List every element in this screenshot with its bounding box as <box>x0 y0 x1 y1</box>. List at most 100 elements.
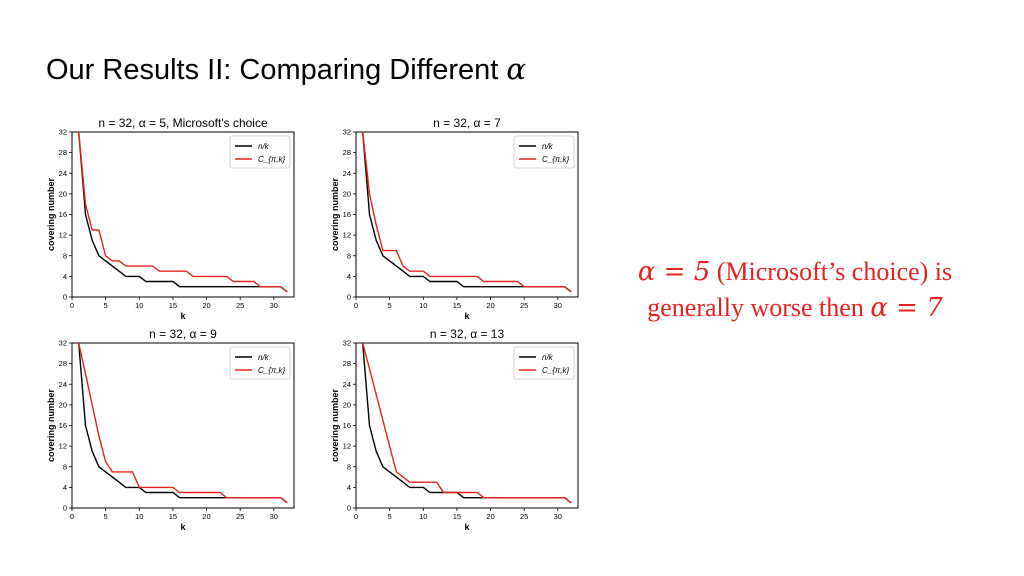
x-tick-label: 5 <box>388 301 392 310</box>
y-tick-label: 4 <box>347 483 351 492</box>
chart-title: n = 32, α = 9 <box>149 327 217 341</box>
x-tick-label: 25 <box>236 301 244 310</box>
note-text-2: generally worse then <box>647 293 871 322</box>
chart-panel-alpha-7: n = 32, α = 7 0 4 8 12 16 20 24 28 32 0 5 10 15 20 25 30… <box>324 112 624 322</box>
x-tick-label: 25 <box>520 512 528 521</box>
legend-label: n/k <box>542 142 554 151</box>
x-tick-label: 30 <box>554 512 562 521</box>
y-tick-label: 32 <box>343 339 351 348</box>
chart-svg: n = 32, α = 9 0 4 8 12 16 20 24 28 32 0 5 10 15 20 25 30… <box>46 327 295 532</box>
x-tick-label: 10 <box>135 301 143 310</box>
legend-box <box>229 135 291 169</box>
legend-label: C_{π,k} <box>542 366 569 375</box>
x-tick-label: 10 <box>419 301 427 310</box>
y-tick-label: 24 <box>343 169 351 178</box>
y-axis-label: covering number <box>330 388 340 462</box>
x-tick-label: 25 <box>236 512 244 521</box>
x-axis-label: k <box>180 522 186 532</box>
legend-label: C_{π,k} <box>542 155 569 164</box>
series-line-cpk <box>362 131 572 293</box>
x-tick-label: 0 <box>354 301 358 310</box>
x-tick-label: 0 <box>70 512 74 521</box>
y-tick-label: 20 <box>343 400 351 409</box>
note-text-1: (Microsoft’s choice) is <box>710 257 953 286</box>
x-axis-label: k <box>180 311 186 321</box>
y-tick-label: 28 <box>343 359 351 368</box>
y-tick-label: 8 <box>63 251 67 260</box>
y-tick-label: 28 <box>59 148 67 157</box>
y-tick-label: 16 <box>59 421 67 430</box>
y-tick-label: 0 <box>347 504 351 513</box>
x-tick-label: 25 <box>520 301 528 310</box>
y-tick-label: 12 <box>59 231 67 240</box>
x-tick-label: 15 <box>169 512 177 521</box>
x-axis-label: k <box>464 311 470 321</box>
y-tick-label: 32 <box>59 128 67 137</box>
chart-title: n = 32, α = 7 <box>433 116 501 130</box>
chart-title: n = 32, α = 5, Microsoft's choice <box>98 116 268 130</box>
note-math-1: α = 5 <box>637 257 711 287</box>
y-tick-label: 12 <box>343 442 351 451</box>
y-axis-label: covering number <box>46 388 56 462</box>
chart-svg: n = 32, α = 7 0 4 8 12 16 20 24 28 32 0 5 10 15 20 25 30… <box>330 116 579 321</box>
y-tick-label: 20 <box>59 189 67 198</box>
chart-panel-alpha-13: n = 32, α = 13 0 4 8 12 16 20 24 28 32 0 5 10 15 20 25 3… <box>324 323 624 533</box>
x-tick-label: 30 <box>554 301 562 310</box>
series-line-nk <box>78 131 288 293</box>
series-line-cpk <box>362 342 572 504</box>
x-tick-label: 20 <box>202 301 210 310</box>
y-tick-label: 32 <box>343 128 351 137</box>
x-tick-label: 20 <box>486 301 494 310</box>
conclusion-note: α = 5 (Microsoft’s choice) is generally … <box>600 254 990 326</box>
x-tick-label: 10 <box>419 512 427 521</box>
y-tick-label: 16 <box>343 421 351 430</box>
legend-label: C_{π,k} <box>258 155 285 164</box>
y-tick-label: 28 <box>343 148 351 157</box>
x-tick-label: 15 <box>169 301 177 310</box>
y-tick-label: 8 <box>347 462 351 471</box>
legend-label: n/k <box>258 353 270 362</box>
x-tick-label: 20 <box>202 512 210 521</box>
chart-panel-alpha-9: n = 32, α = 9 0 4 8 12 16 20 24 28 32 0 5 10 15 20 25 30… <box>40 323 340 533</box>
x-tick-label: 5 <box>104 301 108 310</box>
note-math-2: α = 7 <box>870 293 943 323</box>
series-line-cpk <box>78 342 288 504</box>
y-tick-label: 16 <box>59 210 67 219</box>
x-tick-label: 10 <box>135 512 143 521</box>
chart-panel-alpha-5: n = 32, α = 5, Microsoft's choice 0 4 8 12 16… <box>40 112 340 322</box>
y-axis-label: covering number <box>46 177 56 251</box>
legend-label: n/k <box>258 142 270 151</box>
y-tick-label: 24 <box>59 169 67 178</box>
slide-title: Our Results II: Comparing Different α <box>46 52 526 87</box>
slide-title-text: Our Results II: Comparing Different <box>46 54 507 86</box>
y-tick-label: 0 <box>63 293 67 302</box>
x-axis-label: k <box>464 522 470 532</box>
note-line-2: generally worse then α = 7 <box>600 290 990 326</box>
y-tick-label: 12 <box>59 442 67 451</box>
x-tick-label: 5 <box>388 512 392 521</box>
y-tick-label: 8 <box>63 462 67 471</box>
x-tick-label: 15 <box>453 301 461 310</box>
x-tick-label: 20 <box>486 512 494 521</box>
legend-box <box>513 135 575 169</box>
series-line-cpk <box>78 131 288 293</box>
y-tick-label: 20 <box>343 189 351 198</box>
x-tick-label: 0 <box>70 301 74 310</box>
y-tick-label: 24 <box>343 380 351 389</box>
y-tick-label: 0 <box>347 293 351 302</box>
legend-box <box>513 346 575 380</box>
chart-title: n = 32, α = 13 <box>430 327 505 341</box>
y-tick-label: 12 <box>343 231 351 240</box>
note-line-1: α = 5 (Microsoft’s choice) is <box>600 254 990 290</box>
y-tick-label: 4 <box>347 272 351 281</box>
x-tick-label: 15 <box>453 512 461 521</box>
y-tick-label: 28 <box>59 359 67 368</box>
x-tick-label: 30 <box>270 301 278 310</box>
y-tick-label: 4 <box>63 272 67 281</box>
chart-svg: n = 32, α = 13 0 4 8 12 16 20 24 28 32 0 5 10 15 20 25 3… <box>330 327 579 532</box>
x-tick-label: 30 <box>270 512 278 521</box>
y-tick-label: 8 <box>347 251 351 260</box>
y-tick-label: 4 <box>63 483 67 492</box>
x-tick-label: 0 <box>354 512 358 521</box>
legend-label: n/k <box>542 353 554 362</box>
